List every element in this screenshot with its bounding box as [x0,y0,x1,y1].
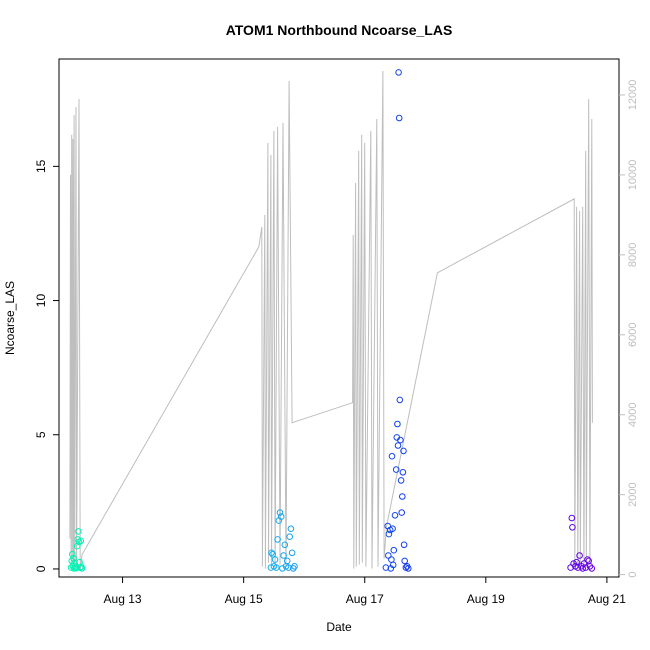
data-point [395,69,402,76]
x-tick-label: Aug 19 [467,592,505,606]
data-point [394,420,401,428]
y-tick-label: 0 [34,565,48,572]
data-point [390,546,398,554]
data-point [400,541,408,549]
y2-tick-label: 0 [627,572,639,578]
axes: 0 5 10 15 0 2000 4000 6000 8000 10000 12000 Aug 13 A… [34,80,639,606]
data-point [398,509,406,516]
x-axis-label: Date [326,620,352,634]
data-point [389,561,397,569]
y2-tick-label: 12000 [627,80,639,111]
data-point [396,396,404,404]
data-point [394,442,402,449]
data-point [579,565,587,572]
data-point [69,550,76,558]
data-point [388,452,396,460]
x-tick-label: Aug 17 [346,592,384,606]
x-tick-label: Aug 21 [588,592,626,606]
data-point [287,525,295,533]
data-point [73,542,81,550]
data-point [274,536,281,543]
data-point [588,565,596,572]
data-point [382,564,390,571]
data-point [268,549,275,557]
data-point [568,514,576,522]
secondary-line-path [69,70,593,571]
data-point [401,557,409,565]
data-point [276,509,284,516]
y2-tick-label: 6000 [627,323,639,347]
data-point [574,564,582,571]
chart-title: ATOM1 Northbound Ncoarse_LAS [226,22,453,38]
data-point [405,565,412,572]
y-axis-label: Ncoarse_LAS [3,281,17,355]
data-point [385,552,392,559]
x-tick-label: Aug 15 [225,592,263,606]
y-tick-label: 15 [34,159,48,173]
data-point [285,564,292,571]
y-tick-label: 5 [34,431,48,438]
data-point [582,564,590,571]
data-point [393,434,401,441]
data-point [580,560,588,567]
y2-tick-label: 10000 [627,160,639,191]
data-point [277,513,285,520]
data-point [291,563,298,570]
secondary-series-line [69,70,593,571]
scatter-points [67,69,596,572]
data-point [397,477,405,484]
data-point [389,525,396,533]
data-point [395,114,403,122]
data-point [283,557,291,565]
y2-tick-label: 2000 [627,482,639,506]
data-point [399,469,407,476]
data-point [569,524,576,531]
data-point [576,552,583,559]
data-point [586,563,594,570]
y2-tick-label: 8000 [627,243,639,267]
y-tick-label: 10 [34,294,48,308]
data-point [280,552,287,559]
x-tick-label: Aug 13 [104,592,142,606]
data-point [288,549,296,557]
data-point [281,541,289,549]
data-point [392,466,400,473]
data-point [385,530,393,538]
plot-frame [58,58,620,578]
y2-tick-label: 4000 [627,402,639,426]
data-point [269,550,277,558]
data-point [75,528,82,535]
data-point [78,565,86,572]
data-point [75,538,83,546]
data-point [286,533,294,541]
data-point [391,512,399,519]
data-point [70,565,78,572]
data-point [271,556,279,563]
data-point [399,493,406,500]
data-point [584,556,591,563]
data-point [273,564,280,571]
data-point [400,447,407,455]
data-point [77,537,85,545]
